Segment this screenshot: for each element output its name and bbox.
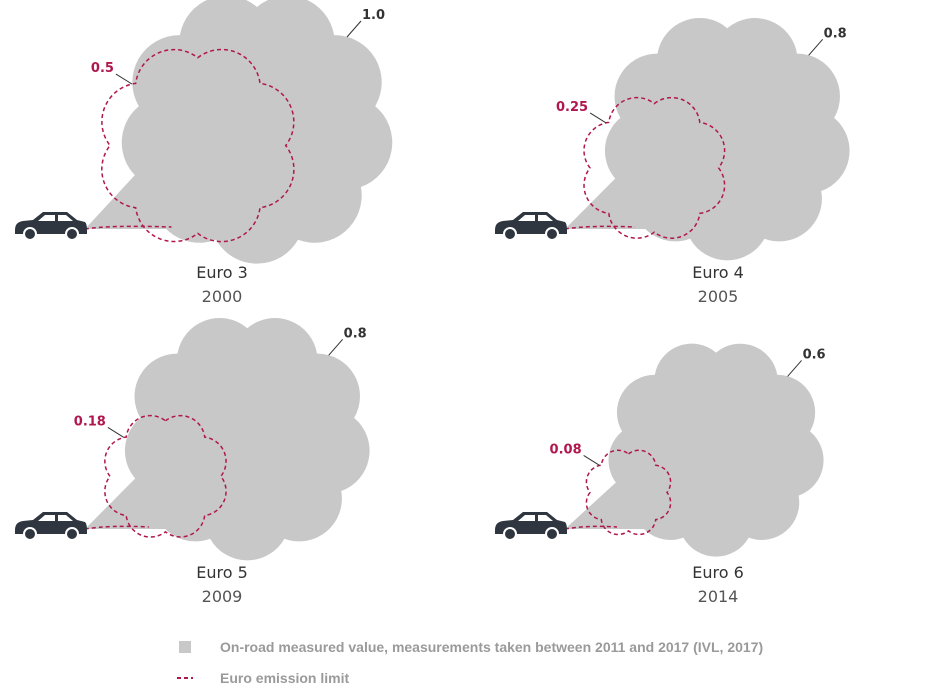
limit-value: 0.5	[91, 61, 114, 76]
car	[494, 211, 568, 241]
limit-cloud	[583, 96, 726, 239]
measured-leader	[328, 339, 344, 356]
limit-value: 0.18	[74, 414, 106, 429]
legend-measured: On-road measured value, measurements tak…	[220, 639, 763, 655]
limit-tail	[564, 225, 636, 230]
limit-leader	[589, 112, 607, 124]
measured-value: 0.8	[824, 26, 847, 41]
measured-cloud	[121, 0, 393, 264]
limit-cloud	[585, 449, 672, 536]
measured-cloud	[604, 18, 850, 261]
measured-cloud	[608, 343, 824, 557]
limit-value: 0.08	[550, 442, 582, 457]
limit-value: 0.25	[556, 100, 588, 115]
year: 2005	[698, 287, 739, 306]
panels: 1.0 0.5 Euro 3 2000 0.8 0.25 Euro 4 2005 0.8 0.18…	[14, 0, 850, 606]
limit-cloud	[104, 414, 227, 538]
euro-standard: Euro 3	[196, 263, 248, 282]
legend-swatch-measured	[179, 641, 191, 653]
year: 2014	[698, 587, 739, 606]
euro-standard: Euro 6	[692, 563, 744, 582]
measured-cloud	[124, 318, 370, 561]
limit-tail	[84, 525, 149, 530]
year: 2000	[202, 287, 243, 306]
car	[494, 511, 568, 541]
legend-limit: Euro emission limit	[220, 670, 349, 686]
euro-standard: Euro 4	[692, 263, 744, 282]
limit-cloud	[101, 48, 295, 243]
measured-leader	[346, 20, 362, 38]
limit-leader	[115, 73, 133, 85]
measured-leader	[787, 360, 802, 377]
year: 2009	[202, 587, 243, 606]
limit-leader	[107, 427, 125, 438]
limit-leader	[583, 455, 600, 466]
measured-leader	[808, 39, 824, 56]
measured-value: 0.6	[803, 347, 826, 362]
measured-value: 0.8	[344, 326, 367, 341]
measured-value: 1.0	[362, 8, 385, 23]
car	[14, 211, 88, 241]
car	[14, 511, 88, 541]
euro-standard: Euro 5	[196, 563, 248, 582]
